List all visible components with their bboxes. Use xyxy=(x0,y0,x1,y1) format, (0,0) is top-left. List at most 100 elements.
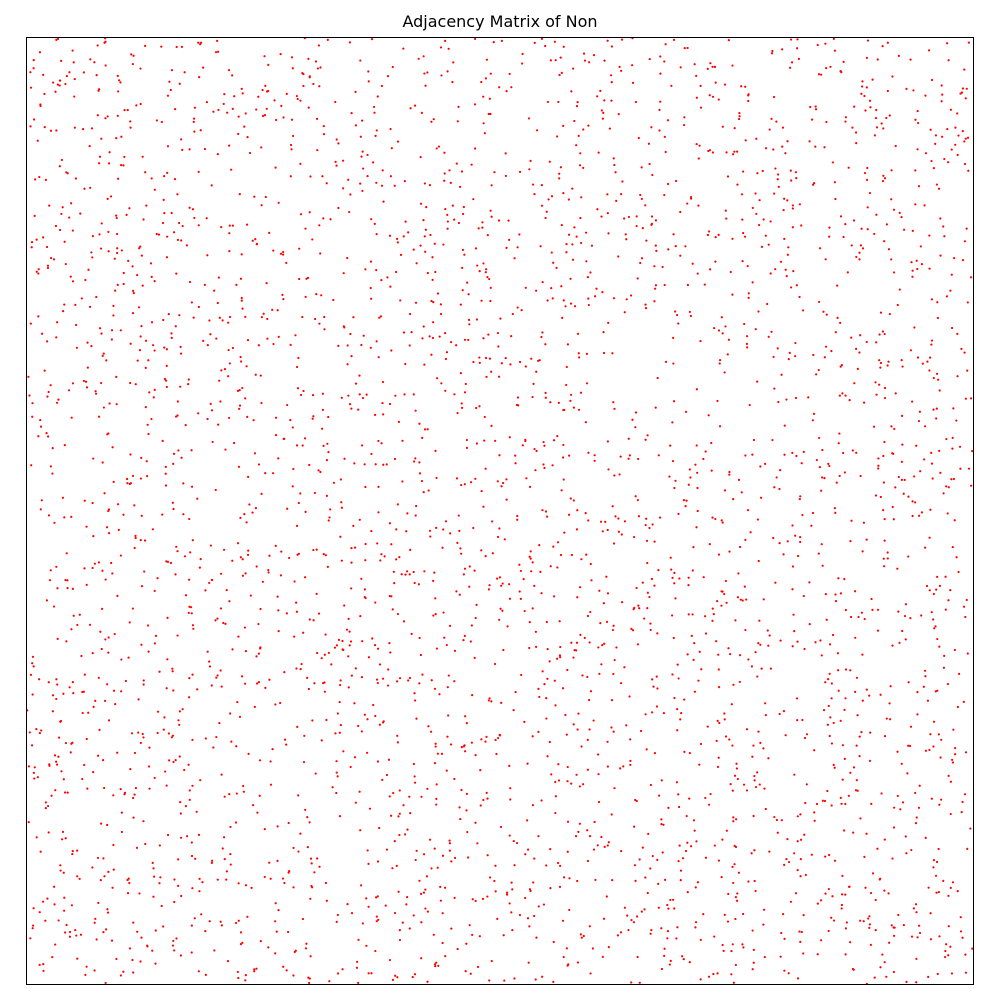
data-point xyxy=(699,938,702,941)
data-point xyxy=(112,868,115,871)
data-point xyxy=(582,166,585,169)
data-point xyxy=(757,559,760,563)
data-point xyxy=(290,148,293,151)
data-point xyxy=(730,703,733,706)
data-point xyxy=(372,105,376,109)
data-point xyxy=(586,859,590,863)
data-point xyxy=(694,921,698,924)
data-point xyxy=(257,681,261,684)
data-point xyxy=(52,605,56,608)
data-point xyxy=(660,967,664,971)
data-point xyxy=(283,881,286,885)
data-point xyxy=(550,195,554,198)
data-point xyxy=(140,584,144,588)
data-point xyxy=(828,235,831,238)
data-point xyxy=(320,657,323,660)
data-point xyxy=(851,449,854,452)
data-point xyxy=(142,683,145,686)
data-point xyxy=(263,55,266,58)
data-point xyxy=(199,779,202,782)
data-point xyxy=(259,374,262,377)
data-point xyxy=(894,392,897,395)
data-point xyxy=(153,589,156,593)
data-point xyxy=(951,761,955,764)
data-point xyxy=(239,931,243,934)
data-point xyxy=(866,228,869,231)
data-point xyxy=(731,64,734,67)
data-point xyxy=(192,627,195,630)
data-point xyxy=(937,378,940,381)
data-point xyxy=(916,936,919,939)
data-point xyxy=(638,607,641,610)
data-point xyxy=(269,877,272,880)
data-point xyxy=(830,916,833,919)
data-point xyxy=(903,614,907,618)
data-point xyxy=(528,485,532,488)
data-point xyxy=(320,294,323,297)
data-point xyxy=(905,852,908,855)
data-point xyxy=(36,139,39,142)
data-point xyxy=(628,695,631,698)
data-point xyxy=(577,352,580,355)
data-point xyxy=(832,919,836,922)
data-point xyxy=(228,144,231,147)
data-point xyxy=(789,38,793,41)
data-point xyxy=(29,125,32,128)
data-point xyxy=(55,565,58,568)
data-point xyxy=(849,771,852,774)
data-point xyxy=(687,613,690,616)
data-point xyxy=(641,846,644,849)
data-point xyxy=(909,725,913,728)
data-point xyxy=(516,396,520,399)
data-point xyxy=(883,396,887,400)
data-point xyxy=(31,927,34,930)
data-point xyxy=(219,669,222,672)
data-point xyxy=(238,407,241,410)
data-point xyxy=(116,594,119,597)
data-point xyxy=(435,526,438,529)
data-point xyxy=(144,44,147,47)
data-point xyxy=(457,221,461,225)
data-point xyxy=(67,389,71,392)
data-point xyxy=(878,333,881,336)
data-point xyxy=(851,126,854,129)
data-point xyxy=(799,875,802,878)
data-point xyxy=(447,714,450,717)
data-point xyxy=(465,446,469,449)
data-point xyxy=(188,148,191,151)
data-point xyxy=(388,522,392,525)
data-point xyxy=(737,478,741,481)
data-point xyxy=(716,765,720,768)
data-point xyxy=(717,685,721,689)
data-point xyxy=(221,847,224,850)
data-point xyxy=(430,299,433,303)
data-point xyxy=(313,491,317,495)
data-point xyxy=(747,99,750,103)
data-point xyxy=(789,169,792,172)
data-point xyxy=(753,849,756,852)
data-point xyxy=(45,432,48,435)
data-point xyxy=(640,257,644,260)
data-point xyxy=(101,354,104,357)
data-point xyxy=(260,204,263,207)
data-point xyxy=(456,541,459,544)
data-point xyxy=(51,472,54,475)
data-point xyxy=(184,594,188,597)
data-point xyxy=(557,100,560,104)
data-point xyxy=(61,838,64,841)
data-point xyxy=(734,963,737,967)
data-point xyxy=(799,838,803,841)
data-point xyxy=(112,843,115,847)
data-point xyxy=(96,754,100,757)
data-point xyxy=(618,473,621,476)
data-point xyxy=(181,148,184,151)
data-point xyxy=(222,836,226,839)
data-point xyxy=(316,857,319,860)
data-point xyxy=(473,103,477,106)
data-point xyxy=(110,561,113,565)
data-point xyxy=(817,368,820,372)
data-point xyxy=(195,810,198,813)
data-point xyxy=(370,37,374,41)
data-point xyxy=(106,197,109,200)
